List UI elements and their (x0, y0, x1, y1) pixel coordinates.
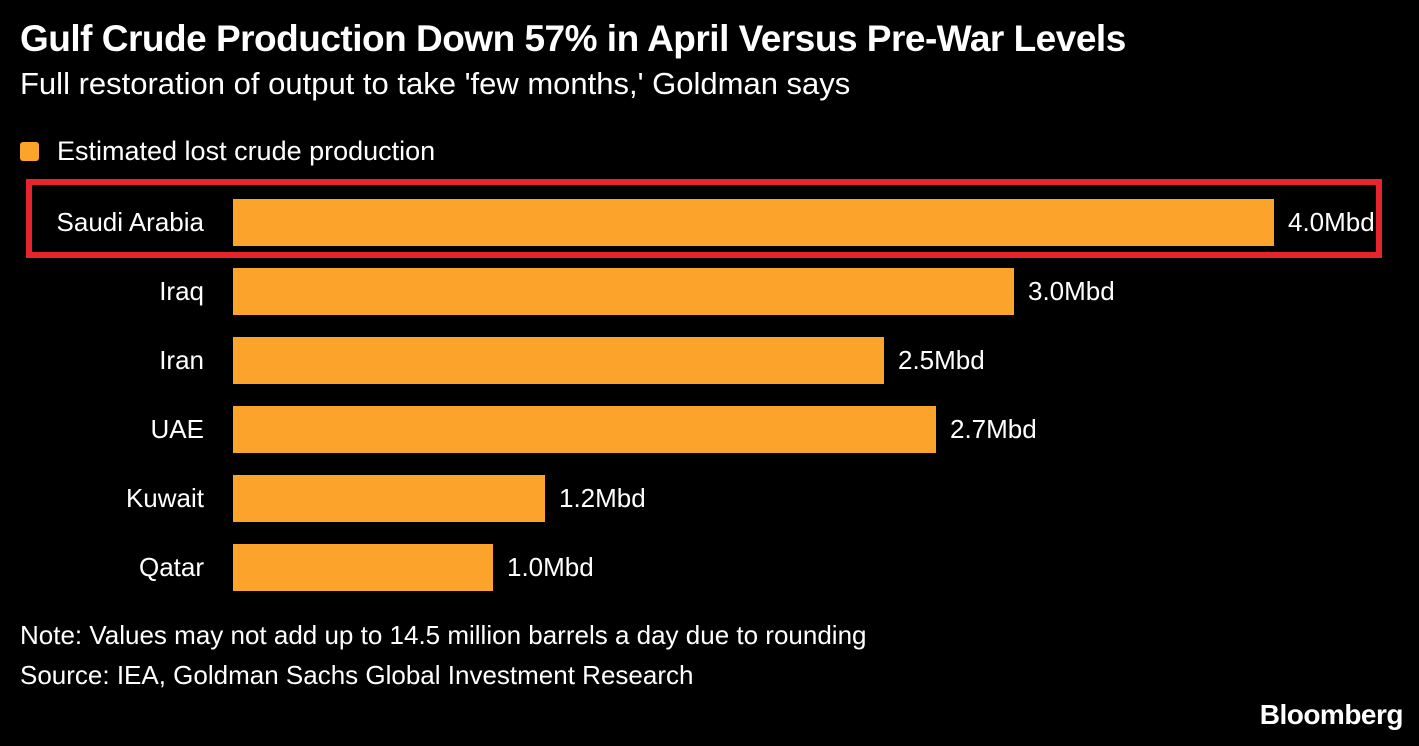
bar-row-iran: Iran 2.5Mbd (0, 337, 1419, 384)
category-label-qatar: Qatar (138, 552, 204, 582)
bar-saudi-arabia (233, 199, 1274, 246)
category-label-iraq: Iraq (159, 276, 204, 306)
value-label-qatar: 1.0Mbd (507, 552, 594, 582)
legend-label: Estimated lost crude production (57, 136, 436, 166)
source-text: Source: IEA, Goldman Sachs Global Invest… (20, 660, 694, 690)
bar-row-saudi-arabia: Saudi Arabia 4.0Mbd (0, 199, 1419, 246)
bar-row-iraq: Iraq 3.0Mbd (0, 268, 1419, 315)
bar-iraq (233, 268, 1014, 315)
value-label-saudi-arabia: 4.0Mbd (1288, 207, 1375, 237)
value-label-iran: 2.5Mbd (898, 345, 985, 375)
bar-row-uae: UAE 2.7Mbd (0, 406, 1419, 453)
bar-row-kuwait: Kuwait 1.2Mbd (0, 475, 1419, 522)
value-label-kuwait: 1.2Mbd (559, 483, 646, 513)
value-label-iraq: 3.0Mbd (1028, 276, 1115, 306)
chart-title: Gulf Crude Production Down 57% in April … (20, 18, 1126, 59)
category-label-iran: Iran (159, 345, 204, 375)
bar-row-qatar: Qatar 1.0Mbd (0, 544, 1419, 591)
legend-swatch-icon (20, 142, 39, 161)
note-text: Note: Values may not add up to 14.5 mill… (20, 620, 867, 650)
category-label-saudi-arabia: Saudi Arabia (56, 207, 204, 237)
bar-qatar (233, 544, 493, 591)
category-label-uae: UAE (150, 414, 204, 444)
bloomberg-logo: Bloomberg (1259, 699, 1404, 730)
bar-iran (233, 337, 884, 384)
bar-uae (233, 406, 936, 453)
chart-subtitle: Full restoration of output to take 'few … (20, 66, 851, 101)
bar-chart: Saudi Arabia 4.0Mbd Iraq 3.0Mbd Iran 2.5Mbd UA… (0, 199, 1419, 613)
category-label-kuwait: Kuwait (125, 483, 204, 513)
legend: Estimated lost crude production (20, 136, 435, 167)
value-label-uae: 2.7Mbd (950, 414, 1037, 444)
bar-kuwait (233, 475, 545, 522)
